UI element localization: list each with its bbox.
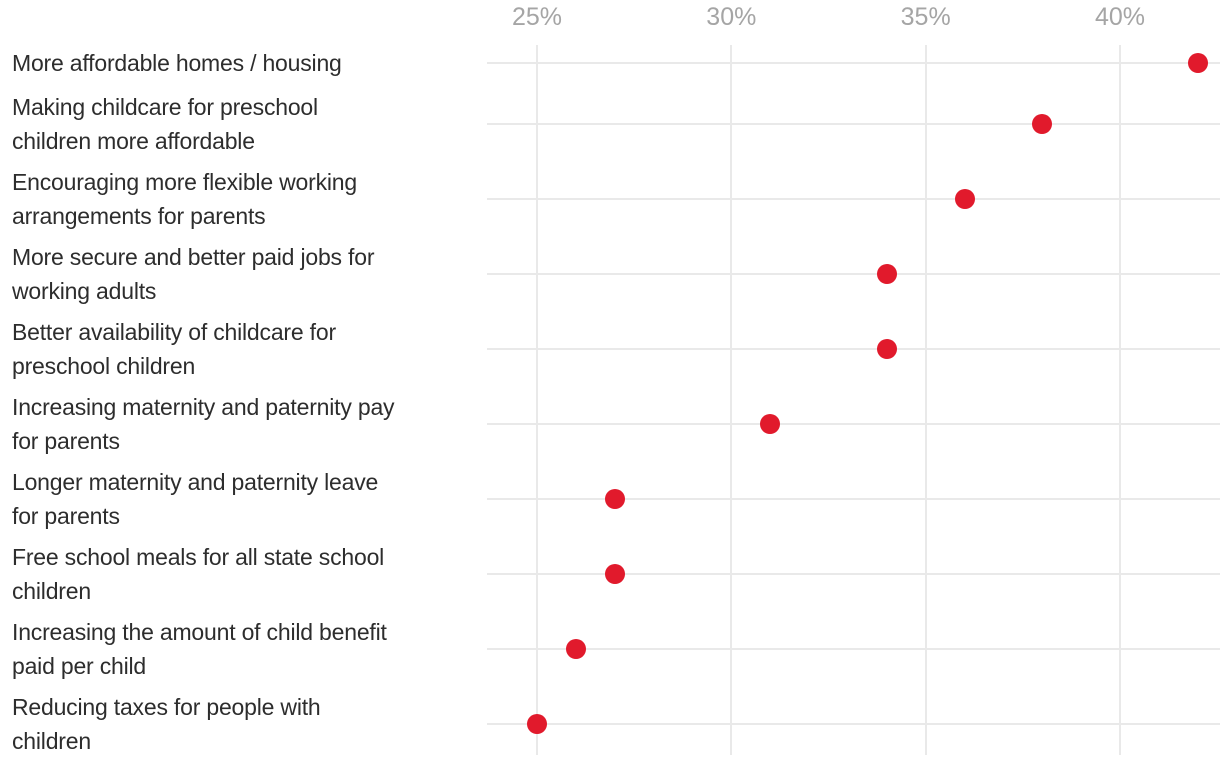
data-point-dot xyxy=(760,413,781,434)
x-gridline xyxy=(1119,45,1121,755)
category-label: More secure and better paid jobs for wor… xyxy=(12,243,375,304)
row-gridline xyxy=(487,347,1220,350)
category-label: Increasing the amount of child benefit p… xyxy=(12,618,387,679)
category-label: Reducing taxes for people with children xyxy=(12,693,321,754)
data-point-dot xyxy=(527,713,547,734)
x-gridline xyxy=(924,45,927,755)
x-axis-tick-label: 30% xyxy=(706,3,757,31)
data-point-dot xyxy=(876,263,897,284)
data-point-dot xyxy=(876,338,897,359)
data-point-dot xyxy=(604,488,625,509)
row-gridline xyxy=(487,122,1220,125)
x-axis-tick-label: 35% xyxy=(900,3,951,31)
row-gridline xyxy=(487,272,1220,275)
category-label: Free school meals for all state school c… xyxy=(12,543,385,604)
row-gridline xyxy=(487,197,1220,200)
data-point-dot xyxy=(954,188,975,209)
row-gridline xyxy=(487,62,1220,64)
data-point-dot xyxy=(1187,53,1208,73)
data-point-dot xyxy=(604,563,625,584)
x-gridline xyxy=(536,45,538,755)
row-gridline xyxy=(487,647,1220,650)
category-label: More affordable homes / housing xyxy=(12,50,342,76)
category-label: Making childcare for preschool children … xyxy=(12,93,318,154)
row-gridline xyxy=(487,422,1220,425)
x-gridline xyxy=(730,45,733,755)
row-gridline xyxy=(487,497,1220,500)
category-label: Better availability of childcare for pre… xyxy=(12,318,336,379)
x-axis-tick-label: 40% xyxy=(1094,3,1146,31)
category-label: Increasing maternity and paternity pay f… xyxy=(12,393,395,454)
data-point-dot xyxy=(565,638,586,659)
x-axis-tick-label: 25% xyxy=(511,3,563,31)
row-gridline xyxy=(487,572,1220,575)
category-label: Encouraging more flexible working arrang… xyxy=(12,168,357,229)
category-label: Longer maternity and paternity leave for… xyxy=(12,468,379,529)
row-gridline xyxy=(487,722,1220,725)
data-point-dot xyxy=(1032,113,1053,134)
